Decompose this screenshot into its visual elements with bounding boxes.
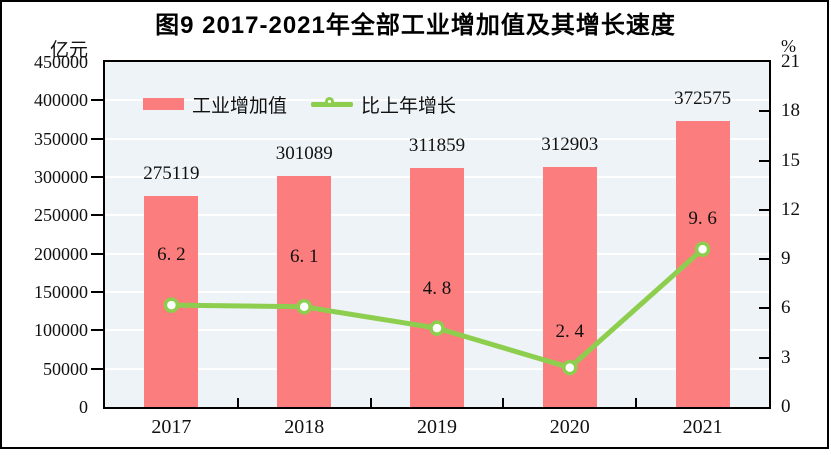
right-axis-tick-label: 15 bbox=[781, 149, 800, 171]
chart-legend: 工业增加值 比上年增长 bbox=[143, 92, 457, 117]
data-point-marker bbox=[296, 299, 312, 315]
data-point-marker bbox=[429, 320, 445, 336]
left-axis-tick-mark bbox=[91, 137, 103, 140]
right-axis-tick-label: 0 bbox=[781, 396, 791, 417]
left-axis-unit-label: 亿元 bbox=[49, 40, 88, 61]
x-axis-category-label: 2021 bbox=[682, 416, 723, 438]
left-axis-tick-mark bbox=[91, 176, 103, 178]
x-axis-tick-mark bbox=[369, 398, 372, 407]
gridline bbox=[105, 99, 769, 102]
left-axis-tick-mark bbox=[91, 291, 103, 293]
bar-value-label: 275119 bbox=[143, 163, 200, 185]
right-axis-unit-label: % bbox=[781, 36, 796, 56]
right-axis-tick-mark bbox=[759, 307, 769, 310]
left-axis-tick-label: 0 bbox=[79, 397, 88, 417]
right-axis-tick-label: 12 bbox=[781, 198, 800, 220]
growth-rate-line bbox=[163, 241, 711, 376]
left-axis-tick-label: 250000 bbox=[34, 205, 88, 226]
left-axis-tick-label: 200000 bbox=[34, 243, 88, 264]
left-axis-tick-label: 450000 bbox=[34, 52, 88, 72]
left-axis-tick-mark bbox=[91, 252, 103, 255]
line-series-marker-icon bbox=[311, 96, 354, 112]
x-axis-tick-mark bbox=[635, 398, 638, 407]
right-axis-tick-mark bbox=[759, 110, 769, 113]
growth-value-label: 9. 6 bbox=[688, 208, 717, 230]
left-axis-tick-mark bbox=[91, 329, 103, 332]
left-axis-tick-label: 150000 bbox=[34, 282, 88, 302]
x-axis-category-label: 2019 bbox=[417, 416, 457, 438]
left-axis-tick-mark bbox=[91, 367, 103, 370]
chart-title: 图9 2017-2021年全部工业增加值及其增长速度 bbox=[155, 12, 676, 39]
right-axis-tick-mark bbox=[759, 356, 769, 359]
plot-area: 工业增加值 比上年增长 275119 301089 311859 312903 3725… bbox=[103, 60, 771, 409]
bar-industrial-added-value bbox=[277, 176, 332, 407]
right-axis-tick-label: 9 bbox=[781, 248, 791, 270]
left-axis-tick-label: 400000 bbox=[34, 90, 88, 111]
right-axis-tick-mark bbox=[759, 208, 769, 211]
gridline bbox=[105, 137, 769, 140]
left-axis-tick-label: 50000 bbox=[43, 358, 88, 379]
legend-label-line-series: 比上年增长 bbox=[361, 95, 457, 117]
bar-value-label: 372575 bbox=[674, 88, 732, 110]
data-point-marker bbox=[694, 241, 711, 258]
bar-series-swatch-icon bbox=[143, 98, 184, 110]
growth-value-label: 2. 4 bbox=[555, 320, 585, 342]
bar-value-label: 311859 bbox=[408, 134, 466, 156]
right-axis-tick-mark bbox=[759, 258, 769, 261]
right-axis-tick-label: 6 bbox=[781, 297, 791, 319]
data-point-marker bbox=[163, 297, 180, 313]
growth-rate-polyline bbox=[171, 247, 705, 371]
left-axis-tick-mark bbox=[91, 99, 103, 102]
growth-value-label: 4. 8 bbox=[422, 278, 452, 300]
bar-value-label: 301089 bbox=[275, 143, 333, 165]
left-axis-tick-label: 300000 bbox=[34, 167, 88, 187]
x-axis-tick-mark bbox=[236, 398, 239, 407]
x-axis-category-label: 2020 bbox=[549, 416, 590, 438]
x-axis-category-label: 2018 bbox=[284, 416, 325, 438]
x-axis-tick-mark bbox=[502, 398, 505, 407]
left-axis-tick-label: 350000 bbox=[34, 128, 88, 149]
data-point-marker bbox=[562, 359, 578, 376]
bar-value-label: 312903 bbox=[541, 134, 599, 156]
bar-industrial-added-value bbox=[410, 167, 464, 407]
x-axis-category-label: 2017 bbox=[151, 416, 192, 438]
right-axis-tick-label: 18 bbox=[781, 100, 800, 122]
right-axis-tick-label: 3 bbox=[781, 346, 791, 368]
growth-value-label: 6. 2 bbox=[157, 244, 186, 266]
right-axis-tick-label: 21 bbox=[781, 51, 800, 72]
right-axis-tick-mark bbox=[759, 159, 769, 162]
left-axis-tick-label: 100000 bbox=[34, 320, 88, 341]
left-axis-tick-mark bbox=[91, 214, 103, 217]
growth-value-label: 6. 1 bbox=[289, 245, 319, 267]
legend-label-bar-series: 工业增加值 bbox=[192, 95, 288, 117]
